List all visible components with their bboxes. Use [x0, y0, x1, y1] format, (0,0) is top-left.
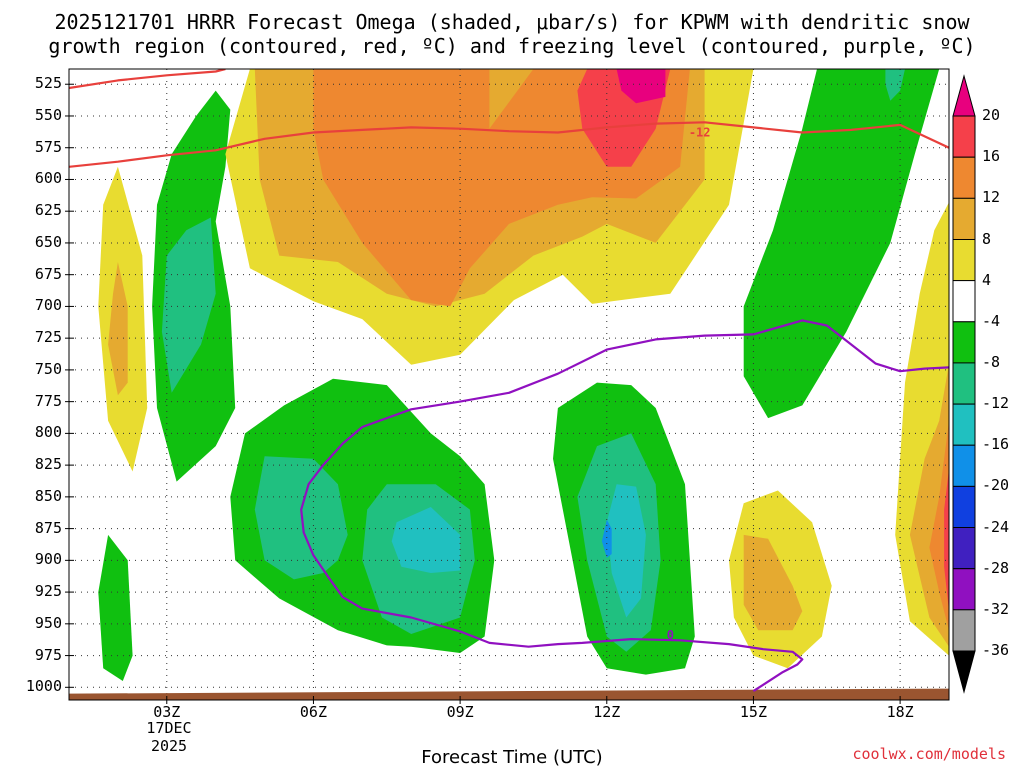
- y-tick-label-750: 750: [34, 359, 62, 378]
- colorbar-bin-1: [952, 156, 976, 199]
- y-tick-label-825: 825: [34, 455, 62, 474]
- colorbar: [952, 74, 976, 694]
- colorbar-bin-3: [952, 239, 976, 282]
- omega-region-ascent-upper-left-core: [161, 217, 216, 393]
- omega-region-ascent-center-left-core: [391, 507, 461, 573]
- colorbar-label: 16: [982, 147, 1001, 166]
- y-tick-label-875: 875: [34, 518, 62, 537]
- plot-frame: [68, 68, 950, 701]
- terrain: [69, 688, 949, 700]
- axis-ticks: [65, 83, 901, 704]
- omega-region-subsidence-far-right-core: [944, 468, 949, 612]
- colorbar-label: -24: [982, 517, 1010, 536]
- omega-region-subsidence-far-right-upper: [929, 420, 949, 631]
- contour-label-2: 0: [667, 628, 674, 642]
- omega-region-subsidence-peak: [616, 69, 666, 104]
- y-tick-label-775: 775: [34, 391, 62, 410]
- y-tick-label-550: 550: [34, 105, 62, 124]
- y-tick-label-1000: 1000: [25, 677, 62, 696]
- y-tick-label-900: 900: [34, 550, 62, 569]
- colorbar-bin-7: [952, 403, 976, 446]
- colorbar-label: 8: [982, 229, 992, 248]
- omega-region-subsidence-left-core: [108, 262, 128, 396]
- x-tick-label-03Z: 03Z: [153, 703, 181, 721]
- terrain-band: [69, 688, 949, 700]
- y-tick-label-525: 525: [34, 74, 62, 93]
- x-tick-label-15Z: 15Z: [739, 703, 767, 721]
- source-credit[interactable]: coolwx.com/models: [852, 745, 1006, 763]
- omega-region-ascent-center-core: [606, 484, 646, 618]
- y-tick-label-575: 575: [34, 137, 62, 156]
- colorbar-bin-12: [952, 609, 976, 652]
- y-tick-label-800: 800: [34, 423, 62, 442]
- omega-region-ascent-left-narrow: [98, 534, 133, 681]
- chart-title-line1: 2025121701 HRRR Forecast Omega (shaded, …: [54, 10, 970, 34]
- colorbar-bin-6: [952, 362, 976, 405]
- contour-lines: -12 0: [69, 69, 949, 693]
- omega-region-subsidence-lower-right-core: [743, 534, 803, 631]
- colorbar-label: 12: [982, 188, 1001, 207]
- x-tick-label-09Z: 09Z: [446, 703, 474, 721]
- colorbar-bin-top: [952, 74, 976, 117]
- colorbar-label: -8: [982, 352, 1001, 371]
- colorbar-bin-9: [952, 485, 976, 529]
- y-tick-label-850: 850: [34, 486, 62, 505]
- y-tick-label-725: 725: [34, 328, 62, 347]
- contour-label-1: -12: [689, 125, 711, 139]
- colorbar-label: -16: [982, 435, 1010, 454]
- y-tick-label-950: 950: [34, 613, 62, 632]
- colorbar-label: -4: [982, 311, 1001, 330]
- colorbar-label: -12: [982, 394, 1010, 413]
- x-tick-label-06Z: 06Z: [299, 703, 327, 721]
- y-tick-label-650: 650: [34, 232, 62, 251]
- y-tick-label-675: 675: [34, 264, 62, 283]
- colorbar-bin-5: [952, 321, 976, 364]
- colorbar-label: -20: [982, 476, 1010, 495]
- y-tick-label-700: 700: [34, 296, 62, 315]
- colorbar-bin-10: [952, 527, 976, 570]
- x-axis-title: Forecast Time (UTC): [421, 747, 603, 768]
- colorbar-bin-11: [952, 568, 976, 611]
- colorbar-bin-8: [952, 444, 976, 487]
- omega-region-ascent-center-peak: [601, 519, 612, 558]
- colorbar-label: -36: [982, 641, 1010, 659]
- omega-region-ascent-right-band: [743, 69, 940, 419]
- y-tick-label-600: 600: [34, 169, 62, 188]
- x-tick-label-12Z: 12Z: [593, 703, 621, 721]
- colorbar-bin-4: [952, 280, 976, 323]
- contour-line-2: [300, 319, 949, 693]
- y-tick-label-925: 925: [34, 582, 62, 601]
- x-tick-label-18Z: 18Z: [886, 703, 914, 721]
- date-label-year: 2025: [150, 737, 188, 755]
- colorbar-label: -28: [982, 558, 1010, 577]
- contour-line-1: [69, 121, 949, 168]
- chart-title-line2: growth region (contoured, red, ºC) and f…: [48, 34, 976, 58]
- omega-region-ascent-right-band-core: [885, 69, 905, 101]
- colorbar-label: -32: [982, 599, 1010, 618]
- date-label-day: 17DEC: [146, 719, 192, 737]
- colorbar-bin-0: [952, 115, 976, 158]
- y-tick-label-625: 625: [34, 201, 62, 220]
- colorbar-label: 20: [982, 106, 1001, 124]
- y-tick-label-975: 975: [34, 645, 62, 664]
- colorbar-bin-2: [952, 197, 976, 241]
- colorbar-label: 4: [982, 270, 992, 289]
- colorbar-bin-bottom: [952, 650, 976, 694]
- contour-line-0: [69, 69, 226, 90]
